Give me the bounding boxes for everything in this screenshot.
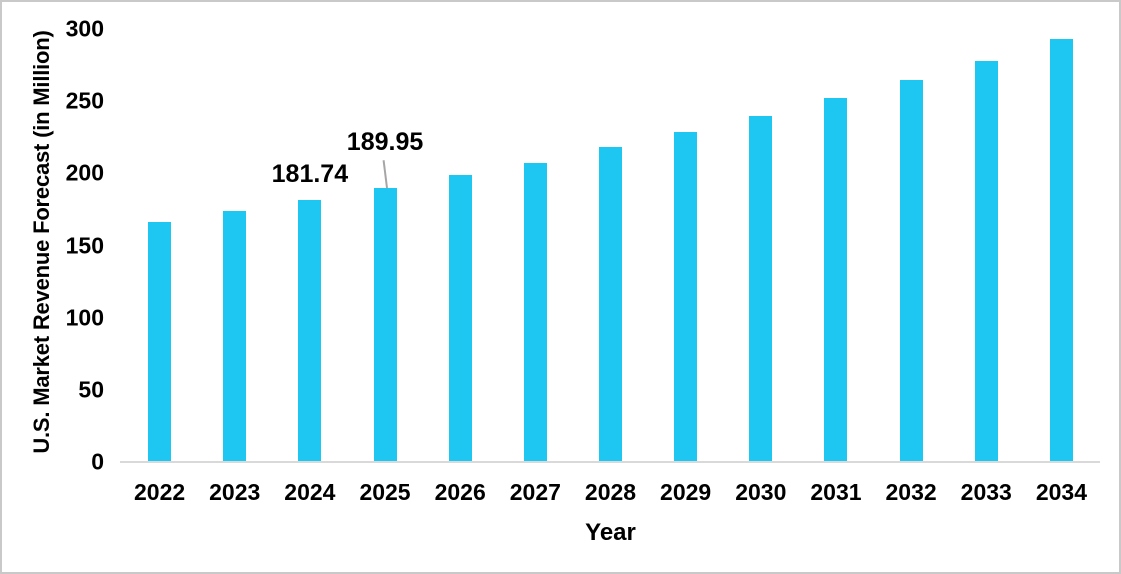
x-tick-label-2034: 2034 [1035, 479, 1087, 505]
x-axis-line [120, 461, 1100, 463]
x-axis-tick-labels: 2022 2023 2024 2025 2026 2027 2028 2029 2030 2031… [122, 462, 1099, 506]
y-tick-label-0: 0 [91, 448, 104, 475]
y-tick-label-300: 300 [65, 15, 104, 42]
x-tick-label-2029: 2029 [660, 479, 712, 505]
y-tick-label-150: 150 [65, 232, 104, 258]
x-tick-label-2024: 2024 [284, 479, 336, 505]
x-tick-label-2030: 2030 [735, 479, 787, 505]
data-label-2025: 189.95 [346, 127, 424, 156]
y-tick-label-100: 100 [65, 304, 104, 331]
x-tick-label-2032: 2032 [885, 479, 937, 505]
bar-2022 [148, 221, 172, 462]
x-axis-title: Year [585, 519, 636, 546]
data-label-2024: 181.74 [271, 159, 349, 188]
bar-2033 [974, 60, 998, 462]
bar-2024 [298, 199, 322, 462]
bar-2034 [1049, 38, 1073, 462]
x-tick-label-2026: 2026 [434, 479, 486, 505]
bar-2026 [448, 175, 472, 462]
bar-2029 [674, 132, 698, 462]
x-tick-label-2023: 2023 [209, 479, 261, 505]
bar-2027 [523, 162, 547, 462]
x-tick-label-2022: 2022 [133, 479, 186, 505]
x-tick-label-2028: 2028 [584, 479, 637, 505]
y-tick-label-200: 200 [65, 159, 104, 186]
leader-line-2025 [382, 159, 388, 188]
x-tick-label-2027: 2027 [509, 479, 561, 505]
bar-2030 [749, 116, 773, 462]
bar-2031 [824, 97, 848, 462]
x-tick-label-2033: 2033 [960, 479, 1012, 505]
y-tick-label-50: 50 [78, 376, 104, 403]
bar-2025 [373, 187, 397, 462]
plot-area: 181.74 189.95 [122, 29, 1099, 462]
bar-2028 [599, 146, 622, 462]
y-axis-tick-labels: 0 50 100 150 200 250 300 [2, 17, 110, 473]
y-tick-label-250: 250 [65, 87, 104, 114]
bar-2032 [899, 80, 923, 462]
x-tick-label-2025: 2025 [359, 479, 411, 505]
x-tick-label-2031: 2031 [810, 479, 862, 505]
bar-2023 [223, 211, 247, 462]
